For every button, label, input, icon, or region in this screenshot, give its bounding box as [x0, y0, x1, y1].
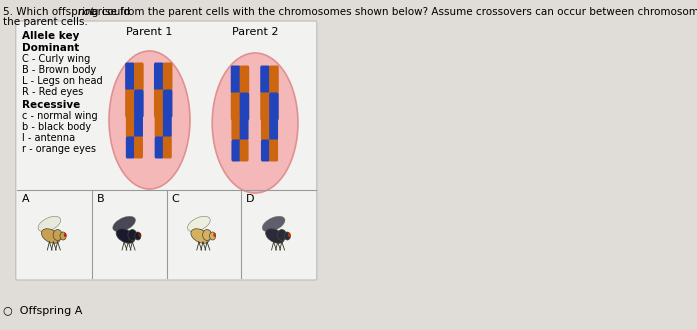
FancyBboxPatch shape — [154, 89, 164, 117]
Ellipse shape — [266, 229, 284, 243]
Ellipse shape — [210, 232, 215, 240]
FancyBboxPatch shape — [154, 62, 164, 90]
FancyBboxPatch shape — [231, 118, 240, 141]
FancyBboxPatch shape — [260, 65, 270, 93]
Text: A: A — [22, 194, 29, 204]
FancyBboxPatch shape — [155, 115, 164, 138]
Text: ○  Offspring A: ○ Offspring A — [3, 306, 83, 316]
FancyBboxPatch shape — [134, 137, 143, 158]
FancyBboxPatch shape — [125, 62, 135, 90]
Ellipse shape — [63, 233, 66, 237]
FancyBboxPatch shape — [261, 118, 270, 141]
Text: not: not — [77, 7, 95, 17]
Text: B: B — [97, 194, 105, 204]
FancyBboxPatch shape — [134, 62, 144, 90]
Ellipse shape — [213, 233, 216, 237]
Ellipse shape — [38, 216, 61, 232]
FancyBboxPatch shape — [163, 115, 171, 138]
FancyBboxPatch shape — [155, 137, 164, 158]
FancyBboxPatch shape — [269, 65, 279, 93]
Text: B - Brown body: B - Brown body — [22, 65, 96, 75]
Text: 5. Which offspring could: 5. Which offspring could — [3, 7, 134, 17]
FancyBboxPatch shape — [269, 92, 279, 120]
FancyBboxPatch shape — [125, 89, 135, 117]
FancyBboxPatch shape — [240, 118, 249, 141]
Ellipse shape — [53, 229, 62, 241]
Text: Dominant: Dominant — [22, 43, 79, 53]
Text: R - Red eyes: R - Red eyes — [22, 87, 83, 97]
FancyBboxPatch shape — [163, 89, 172, 117]
Ellipse shape — [41, 229, 60, 243]
Ellipse shape — [135, 232, 141, 240]
FancyBboxPatch shape — [269, 118, 278, 141]
Text: C - Curly wing: C - Curly wing — [22, 54, 90, 64]
Text: Recessive: Recessive — [22, 100, 80, 110]
Ellipse shape — [139, 233, 141, 237]
FancyBboxPatch shape — [16, 21, 317, 280]
Text: r - orange eyes: r - orange eyes — [22, 144, 96, 154]
FancyBboxPatch shape — [260, 92, 270, 120]
Text: Parent 2: Parent 2 — [232, 27, 278, 37]
Ellipse shape — [277, 229, 286, 241]
FancyBboxPatch shape — [231, 92, 240, 120]
FancyBboxPatch shape — [240, 140, 249, 161]
FancyBboxPatch shape — [240, 65, 250, 93]
Ellipse shape — [262, 216, 285, 232]
FancyBboxPatch shape — [261, 140, 270, 161]
FancyBboxPatch shape — [134, 115, 143, 138]
Text: C: C — [171, 194, 179, 204]
Ellipse shape — [203, 229, 212, 241]
FancyBboxPatch shape — [134, 89, 144, 117]
Ellipse shape — [212, 53, 298, 193]
FancyBboxPatch shape — [126, 137, 135, 158]
Ellipse shape — [60, 232, 66, 240]
Text: Parent 1: Parent 1 — [126, 27, 173, 37]
Ellipse shape — [109, 51, 190, 189]
Ellipse shape — [128, 229, 137, 241]
Ellipse shape — [187, 216, 210, 232]
Text: the parent cells.: the parent cells. — [3, 17, 89, 27]
FancyBboxPatch shape — [126, 115, 135, 138]
Ellipse shape — [191, 229, 210, 243]
FancyBboxPatch shape — [240, 92, 250, 120]
Text: L - Legs on head: L - Legs on head — [22, 76, 102, 86]
Text: c - normal wing: c - normal wing — [22, 111, 98, 121]
Text: D: D — [246, 194, 254, 204]
Text: Allele key: Allele key — [22, 31, 79, 41]
FancyBboxPatch shape — [163, 137, 171, 158]
Ellipse shape — [288, 233, 291, 237]
FancyBboxPatch shape — [231, 65, 240, 93]
Ellipse shape — [284, 232, 291, 240]
Ellipse shape — [116, 229, 135, 243]
Text: l - antenna: l - antenna — [22, 133, 75, 143]
FancyBboxPatch shape — [231, 140, 240, 161]
FancyBboxPatch shape — [163, 62, 172, 90]
Ellipse shape — [113, 216, 135, 232]
Text: arise from the parent cells with the chromosomes shown below? Assume crossovers : arise from the parent cells with the chr… — [89, 7, 697, 17]
FancyBboxPatch shape — [269, 140, 278, 161]
Text: b - black body: b - black body — [22, 122, 91, 132]
